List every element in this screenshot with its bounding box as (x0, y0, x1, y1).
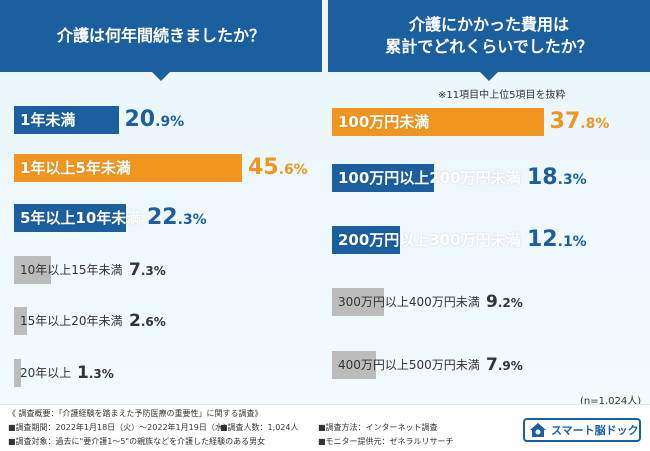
bar (14, 154, 242, 182)
survey-target: ■調査対象：過去に"要介護1～5"の親族などを介護した経験のある男女 (8, 437, 266, 446)
value-label: 1.3% (77, 363, 114, 383)
bar (332, 288, 384, 316)
category-label: 1年以上5年未満 (20, 159, 131, 177)
left-question-header: 介護は何年間続きましたか？ (0, 0, 322, 81)
value-label: 7.9% (486, 355, 523, 375)
value-label: 22.3% (147, 205, 207, 230)
bar (332, 351, 377, 379)
right-question-title-line1: 介護にかかった費用は (408, 15, 569, 34)
bar (332, 164, 435, 192)
value-label: 9.2% (486, 292, 523, 312)
value-label: 18.3% (527, 165, 587, 190)
value-label: 20.9% (124, 107, 185, 132)
value-label: 12.1% (527, 227, 587, 252)
value-label: 7.3% (129, 260, 166, 280)
category-label: 400万円以上500万円未満 (338, 358, 480, 372)
smart-brain-dock-logo: スマート脳ドック (523, 418, 641, 442)
sample-size: (n=1,024人) (580, 396, 642, 407)
header-pointer (151, 71, 171, 81)
logo-text: スマート脳ドック (551, 424, 639, 437)
category-label: 1年未満 (20, 111, 76, 129)
survey-count: ■調査人数：1,024人 (220, 423, 299, 432)
value-label: 2.6% (129, 311, 166, 331)
right-question-header: 介護にかかった費用は 累計でどれくらいでしたか？ (328, 0, 650, 81)
bar (14, 204, 126, 232)
bar (14, 106, 119, 134)
bar (14, 307, 27, 335)
right-question-title-line2: 累計でどれくらいでしたか？ (385, 37, 593, 56)
survey-period: ■調査期間：2022年1月18日（火）～2022年1月19日（水） (8, 423, 231, 432)
survey-provider: ■モニター提供元：ゼネラルリサーチ (318, 437, 454, 446)
bar (332, 226, 400, 254)
category-label: 5年以上10年未満 (20, 209, 142, 227)
bar (14, 359, 21, 387)
category-label: 20年以上 (20, 366, 72, 380)
extraction-note: ※11項目中上位5項目を抜粋 (438, 90, 566, 101)
value-label: 37.8% (549, 109, 610, 134)
category-label: 15年以上20年未満 (20, 314, 123, 328)
survey-method: ■調査方法：インターネット調査 (318, 423, 438, 432)
survey-overview-title: 《 調査概要：「介護経験を踏まえた予防医療の重要性」に関する調査》 (8, 409, 263, 418)
bar (332, 108, 544, 136)
category-label: 300万円以上400万円未満 (338, 295, 480, 309)
left-question-title: 介護は何年間続きましたか？ (56, 26, 265, 45)
header-pointer (479, 71, 499, 81)
bar (14, 256, 51, 284)
category-label: 100万円以上200万円未満 (338, 169, 521, 187)
value-label: 45.6% (248, 155, 308, 180)
category-label: 10年以上15年未満 (20, 263, 123, 277)
category-label: 100万円未満 (338, 113, 430, 131)
house-icon (530, 423, 546, 437)
category-label: 200万円以上300万円未満 (338, 231, 521, 249)
